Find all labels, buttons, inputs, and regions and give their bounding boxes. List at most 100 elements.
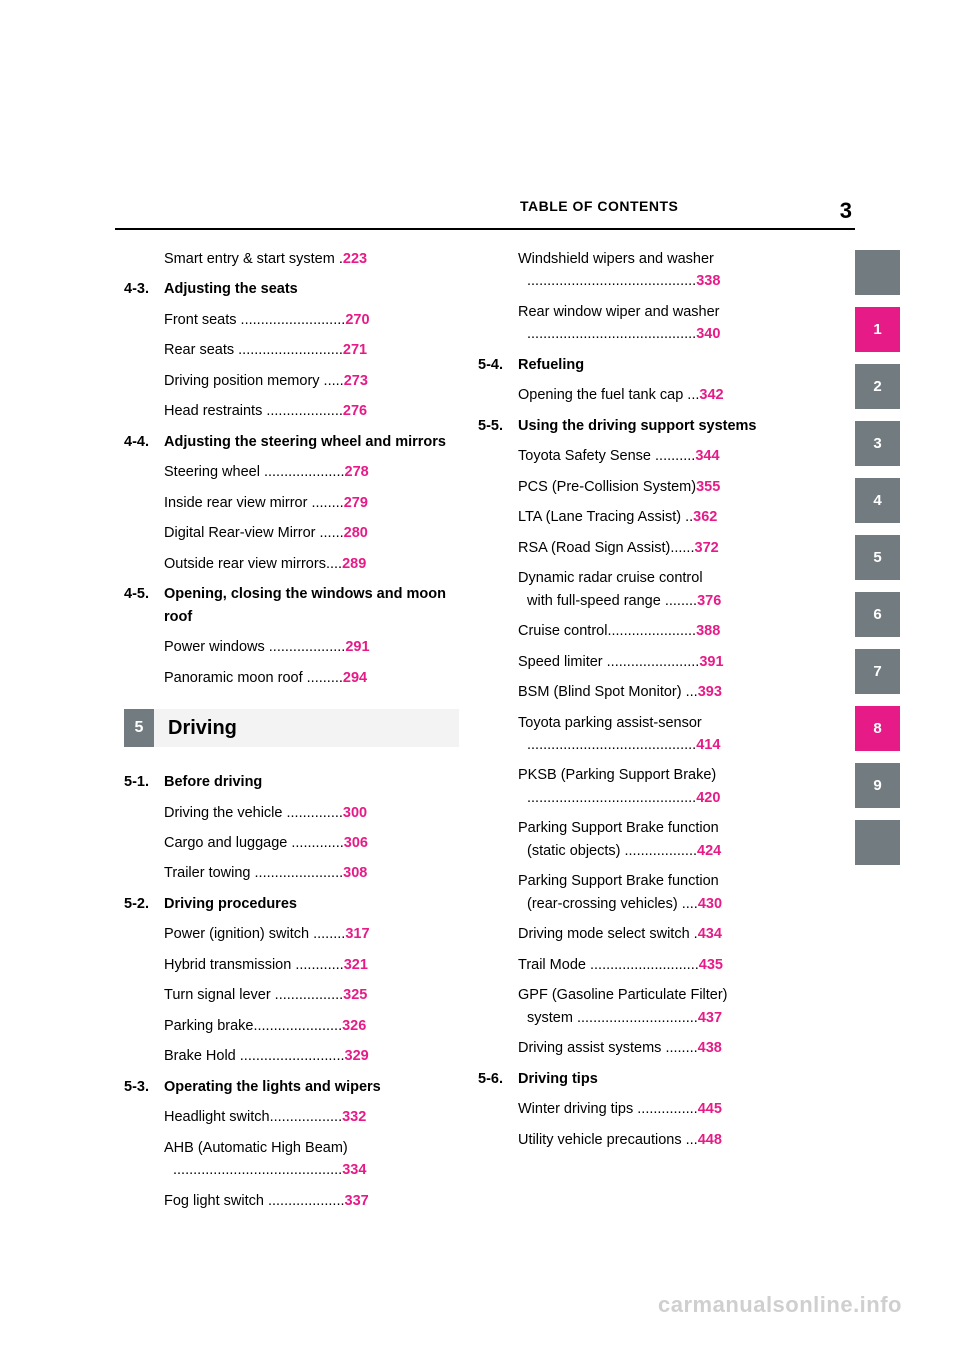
entry-page: 372 xyxy=(695,540,719,556)
entry-page: 430 xyxy=(698,896,722,912)
toc-entry[interactable]: Utility vehicle precautions ...448 xyxy=(478,1129,813,1151)
toc-entry[interactable]: Turn signal lever .................325 xyxy=(124,984,459,1006)
entry-page: 334 xyxy=(342,1162,366,1178)
toc-entry[interactable]: Panoramic moon roof .........294 xyxy=(124,667,459,689)
side-tab-blank[interactable] xyxy=(855,820,900,865)
entry-page: 325 xyxy=(343,987,367,1003)
entry-text: Speed limiter ....................... xyxy=(518,654,699,670)
toc-entry[interactable]: AHB (Automatic High Beam)...............… xyxy=(124,1137,459,1182)
toc-entry[interactable]: Parking Support Brake function (static ob… xyxy=(478,817,813,862)
toc-entry[interactable]: GPF (Gasoline Particulate Filter)system … xyxy=(478,984,813,1029)
entry-page: 329 xyxy=(345,1048,369,1064)
toc-entry[interactable]: RSA (Road Sign Assist)......372 xyxy=(478,537,813,559)
toc-entry[interactable]: Winter driving tips ...............445 xyxy=(478,1098,813,1120)
watermark: carmanualsonline.info xyxy=(658,1292,902,1318)
toc-section: 5-6.Driving tips xyxy=(478,1068,813,1090)
toc-entry[interactable]: Rear seats ..........................271 xyxy=(124,339,459,361)
toc-entry[interactable]: Speed limiter .......................391 xyxy=(478,651,813,673)
side-tab-3[interactable]: 3 xyxy=(855,421,900,466)
side-tab-1[interactable]: 1 xyxy=(855,307,900,352)
entry-text: RSA (Road Sign Assist)...... xyxy=(518,540,695,556)
entry-text-line2: ........................................… xyxy=(173,1162,342,1178)
toc-entry[interactable]: PKSB (Parking Support Brake)............… xyxy=(478,764,813,809)
entry-text-line1: Parking Support Brake function xyxy=(518,817,721,839)
toc-entry[interactable]: Parking brake......................326 xyxy=(124,1015,459,1037)
toc-entry[interactable]: Trailer towing ......................308 xyxy=(124,862,459,884)
toc-section: 4-4.Adjusting the steering wheel and mir… xyxy=(124,431,459,453)
chapter-bar: 5Driving xyxy=(124,709,459,747)
toc-entry[interactable]: Rear window wiper and washer............… xyxy=(478,301,813,346)
toc-entry[interactable]: Cargo and luggage .............306 xyxy=(124,832,459,854)
entry-page: 388 xyxy=(696,623,720,639)
toc-entry[interactable]: Driving mode select switch .434 xyxy=(478,923,813,945)
entry-text: Head restraints ................... xyxy=(164,403,343,419)
toc-entry[interactable]: Power (ignition) switch ........317 xyxy=(124,923,459,945)
toc-entry[interactable]: Opening the fuel tank cap ...342 xyxy=(478,384,813,406)
toc-entry[interactable]: Windshield wipers and washer............… xyxy=(478,248,813,293)
entry-page: 294 xyxy=(343,670,367,686)
toc-entry[interactable]: Toyota parking assist-sensor............… xyxy=(478,712,813,757)
entry-page: 289 xyxy=(342,556,366,572)
toc-entry[interactable]: Hybrid transmission ............321 xyxy=(124,954,459,976)
toc-entry[interactable]: Cruise control......................388 xyxy=(478,620,813,642)
section-title: Driving procedures xyxy=(164,893,297,915)
entry-text: Driving mode select switch . xyxy=(518,926,698,942)
side-tab-8[interactable]: 8 xyxy=(855,706,900,751)
toc-entry[interactable]: Inside rear view mirror ........279 xyxy=(124,492,459,514)
section-number: 4-5. xyxy=(124,583,164,605)
entry-text-line1: Parking Support Brake function xyxy=(518,870,722,892)
toc-section: 5-3.Operating the lights and wipers xyxy=(124,1076,459,1098)
entry-page: 420 xyxy=(696,790,720,806)
entry-page: 414 xyxy=(696,737,720,753)
chapter-title: Driving xyxy=(154,709,459,747)
entry-page: 300 xyxy=(343,805,367,821)
toc-entry[interactable]: Brake Hold ..........................329 xyxy=(124,1045,459,1067)
toc-entry[interactable]: Front seats ..........................27… xyxy=(124,309,459,331)
toc-entry[interactable]: Power windows ...................291 xyxy=(124,636,459,658)
side-tab-blank[interactable] xyxy=(855,250,900,295)
entry-text: Toyota Safety Sense .......... xyxy=(518,448,695,464)
toc-entry[interactable]: Trail Mode ...........................43… xyxy=(478,954,813,976)
side-tabs: 1 2 3 4 5 6 7 8 9 xyxy=(855,250,900,877)
toc-entry[interactable]: Driving the vehicle ..............300 xyxy=(124,802,459,824)
header-title: TABLE OF CONTENTS xyxy=(520,198,678,214)
entry-text: Turn signal lever ................. xyxy=(164,987,343,1003)
entry-page: 362 xyxy=(693,509,717,525)
header-row: TABLE OF CONTENTS 3 xyxy=(0,198,960,228)
entry-page: 448 xyxy=(698,1132,722,1148)
entry-text: Winter driving tips ............... xyxy=(518,1101,698,1117)
toc-entry[interactable]: Driving position memory .....273 xyxy=(124,370,459,392)
toc-entry[interactable]: PCS (Pre-Collision System)355 xyxy=(478,476,813,498)
section-title: Before driving xyxy=(164,771,262,793)
side-tab-9[interactable]: 9 xyxy=(855,763,900,808)
side-tab-7[interactable]: 7 xyxy=(855,649,900,694)
entry-page: 338 xyxy=(696,273,720,289)
toc-entry[interactable]: Headlight switch..................332 xyxy=(124,1106,459,1128)
toc-entry[interactable]: Toyota Safety Sense ..........344 xyxy=(478,445,813,467)
side-tab-4[interactable]: 4 xyxy=(855,478,900,523)
entry-text-line2: ........................................… xyxy=(527,273,696,289)
entry-page: 306 xyxy=(344,835,368,851)
side-tab-6[interactable]: 6 xyxy=(855,592,900,637)
toc-entry[interactable]: Driving assist systems ........438 xyxy=(478,1037,813,1059)
entry-text-line2: (static objects) .................. xyxy=(527,843,697,859)
entry-text: LTA (Lane Tracing Assist) .. xyxy=(518,509,693,525)
entry-text: Smart entry & start system . xyxy=(164,251,343,267)
toc-entry[interactable]: Digital Rear-view Mirror ......280 xyxy=(124,522,459,544)
section-number: 5-2. xyxy=(124,893,164,915)
section-title: Adjusting the steering wheel and mirrors xyxy=(164,431,446,453)
toc-entry[interactable]: Smart entry & start system .223 xyxy=(124,248,459,270)
side-tab-5[interactable]: 5 xyxy=(855,535,900,580)
toc-entry[interactable]: LTA (Lane Tracing Assist) ..362 xyxy=(478,506,813,528)
toc-entry[interactable]: Head restraints ...................276 xyxy=(124,400,459,422)
toc-entry[interactable]: Outside rear view mirrors....289 xyxy=(124,553,459,575)
toc-entry[interactable]: Parking Support Brake function(rear-cros… xyxy=(478,870,813,915)
toc-entry[interactable]: Dynamic radar cruise controlwith full-sp… xyxy=(478,567,813,612)
section-number: 4-4. xyxy=(124,431,164,453)
side-tab-2[interactable]: 2 xyxy=(855,364,900,409)
entry-page: 273 xyxy=(344,373,368,389)
entry-text-line1: Rear window wiper and washer xyxy=(518,301,720,323)
toc-entry[interactable]: Fog light switch ...................337 xyxy=(124,1190,459,1212)
toc-entry[interactable]: Steering wheel ....................278 xyxy=(124,461,459,483)
toc-entry[interactable]: BSM (Blind Spot Monitor) ...393 xyxy=(478,681,813,703)
